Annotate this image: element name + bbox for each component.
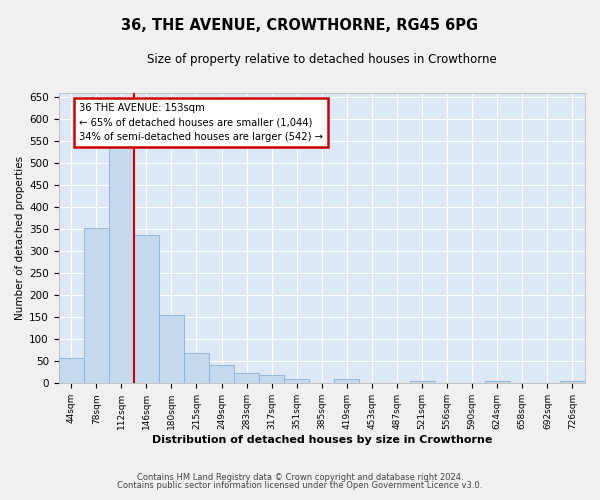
Bar: [485, 381, 510, 384]
Bar: [159, 315, 184, 384]
Bar: [410, 381, 434, 384]
Bar: [284, 379, 309, 384]
Bar: [209, 365, 234, 384]
Bar: [59, 358, 84, 384]
Bar: [84, 228, 109, 384]
Bar: [259, 376, 284, 384]
Text: Contains public sector information licensed under the Open Government Licence v3: Contains public sector information licen…: [118, 481, 482, 490]
Bar: [234, 373, 259, 384]
Text: 36, THE AVENUE, CROWTHORNE, RG45 6PG: 36, THE AVENUE, CROWTHORNE, RG45 6PG: [121, 18, 479, 32]
Title: Size of property relative to detached houses in Crowthorne: Size of property relative to detached ho…: [147, 52, 497, 66]
Bar: [184, 354, 209, 384]
Text: 36 THE AVENUE: 153sqm
← 65% of detached houses are smaller (1,044)
34% of semi-d: 36 THE AVENUE: 153sqm ← 65% of detached …: [79, 102, 323, 142]
Bar: [134, 234, 159, 384]
Bar: [560, 381, 585, 384]
Bar: [334, 380, 359, 384]
X-axis label: Distribution of detached houses by size in Crowthorne: Distribution of detached houses by size …: [152, 435, 492, 445]
Text: Contains HM Land Registry data © Crown copyright and database right 2024.: Contains HM Land Registry data © Crown c…: [137, 472, 463, 482]
Y-axis label: Number of detached properties: Number of detached properties: [15, 156, 25, 320]
Bar: [109, 146, 134, 384]
